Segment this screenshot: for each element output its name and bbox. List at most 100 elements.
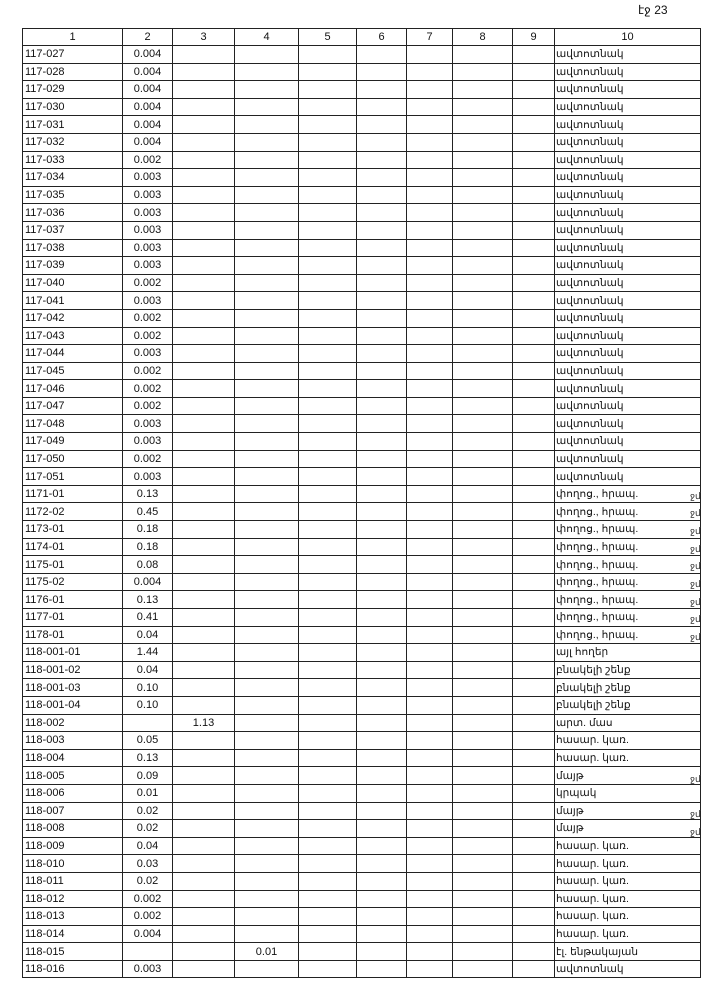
cell-col-2: 0.10 (122, 695, 173, 715)
cell-col-1: 117-046 (22, 379, 123, 398)
cell-col-8 (452, 203, 513, 222)
cell-col-9 (512, 537, 555, 557)
cell-col-4 (234, 871, 299, 891)
column-header-7: 7 (406, 28, 453, 46)
cell-col-8 (452, 783, 513, 803)
cell-col-7 (406, 203, 453, 222)
cell-col-1: 117-048 (22, 414, 123, 434)
cell-col-3 (172, 344, 235, 363)
cell-col-7 (406, 572, 453, 592)
cell-col-2: 0.01 (122, 783, 173, 803)
cell-col-9 (512, 854, 555, 873)
cell-col-8 (452, 273, 513, 293)
cell-col-8 (452, 907, 513, 926)
cell-col-10: ավտոտնակ (554, 45, 701, 64)
cell-col-3 (172, 731, 235, 750)
cell-col-7 (406, 695, 453, 715)
cell-col-3 (172, 660, 235, 680)
cell-col-3 (172, 467, 235, 486)
cell-col-3 (172, 449, 235, 469)
cell-col-8 (452, 484, 513, 504)
cell-col-8 (452, 766, 513, 785)
cell-col-5 (298, 80, 357, 99)
cell-col-3 (172, 484, 235, 504)
table-row: 117-030 0.004 ավտոտնակ (22, 97, 701, 117)
cell-col-2: 0.002 (122, 361, 173, 381)
cell-col-3 (172, 871, 235, 891)
cell-col-6 (356, 942, 407, 961)
cell-col-3 (172, 361, 235, 381)
cell-col-5 (298, 643, 357, 662)
cell-col-2: 0.13 (122, 484, 173, 504)
cell-col-3 (172, 537, 235, 557)
cell-col-9 (512, 695, 555, 715)
column-header-9: 9 (512, 28, 555, 46)
cell-col-9 (512, 801, 555, 821)
cell-col-10: մայթ (554, 766, 701, 785)
cell-col-9 (512, 62, 555, 82)
cell-col-8 (452, 555, 513, 574)
table-row: 118-007 0.02 մայթ (22, 801, 701, 821)
cell-col-2: 0.04 (122, 660, 173, 680)
cell-col-1: 117-028 (22, 62, 123, 82)
table-row: 117-036 0.003 ավտոտնակ (22, 203, 701, 222)
cell-col-9 (512, 836, 555, 856)
cell-col-4 (234, 502, 299, 522)
cell-col-9 (512, 924, 555, 944)
cell-col-8 (452, 185, 513, 205)
cell-col-5 (298, 291, 357, 310)
cell-col-5 (298, 731, 357, 750)
cell-col-1: 117-032 (22, 132, 123, 152)
cell-col-6 (356, 291, 407, 310)
cell-col-7 (406, 291, 453, 310)
cell-col-10: բնակելի շենք (554, 678, 701, 697)
cell-col-8 (452, 748, 513, 768)
cell-col-9 (512, 625, 555, 645)
cell-col-6 (356, 220, 407, 240)
cell-col-3 (172, 942, 235, 961)
cell-col-3 (172, 889, 235, 909)
table-row: 117-038 0.003 ավտոտնակ (22, 238, 701, 258)
cell-col-5 (298, 326, 357, 346)
cell-col-2: 1.44 (122, 643, 173, 662)
cell-col-5 (298, 695, 357, 715)
cell-col-8 (452, 168, 513, 187)
cell-col-3 (172, 62, 235, 82)
cell-col-6 (356, 819, 407, 838)
cell-col-8 (452, 801, 513, 821)
cell-col-4 (234, 801, 299, 821)
cell-col-9 (512, 150, 555, 170)
cell-col-10: հասար. կառ. (554, 924, 701, 944)
cell-col-8 (452, 344, 513, 363)
cell-col-8 (452, 836, 513, 856)
cell-col-5 (298, 432, 357, 451)
table-row: 117-051 0.003 ավտոտնակ (22, 467, 701, 486)
cell-col-1: 118-005 (22, 766, 123, 785)
cell-col-9 (512, 871, 555, 891)
cell-col-7 (406, 520, 453, 539)
cell-col-7 (406, 959, 453, 979)
cell-col-4 (234, 520, 299, 539)
cell-col-8 (452, 220, 513, 240)
cell-col-8 (452, 396, 513, 416)
cell-col-10: ավտոտնակ (554, 449, 701, 469)
cell-col-1: 117-040 (22, 273, 123, 293)
cell-col-8 (452, 959, 513, 979)
cell-col-3 (172, 625, 235, 645)
table-row: 117-041 0.003 ավտոտնակ (22, 291, 701, 310)
cell-col-2: 0.03 (122, 854, 173, 873)
table-row: 1176-01 0.13 փողոց., հրապ. (22, 590, 701, 609)
cell-col-8 (452, 97, 513, 117)
cell-col-1: 117-042 (22, 308, 123, 328)
cell-col-3 (172, 185, 235, 205)
cell-col-6 (356, 150, 407, 170)
cell-col-2: 0.04 (122, 625, 173, 645)
table-row: 117-029 0.004 ավտոտնակ (22, 80, 701, 99)
cell-col-7 (406, 889, 453, 909)
cell-col-2: 0.004 (122, 572, 173, 592)
cell-col-4 (234, 836, 299, 856)
cell-col-1: 117-038 (22, 238, 123, 258)
cell-col-4 (234, 238, 299, 258)
cell-col-1: 117-027 (22, 45, 123, 64)
cell-col-9 (512, 678, 555, 697)
